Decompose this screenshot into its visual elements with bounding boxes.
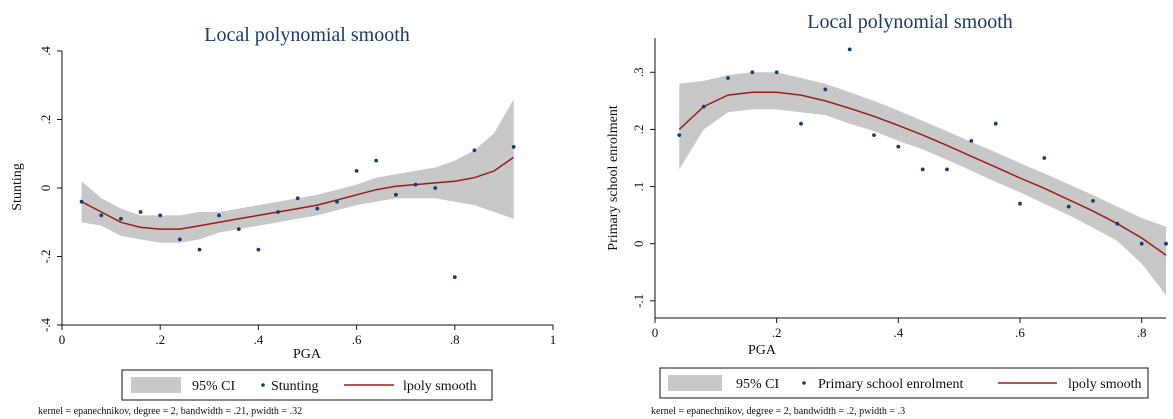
data-point <box>119 216 123 221</box>
x-tick-label: .8 <box>1137 325 1147 340</box>
data-point <box>945 167 949 172</box>
data-point <box>99 213 104 218</box>
x-tick-label: .4 <box>893 325 903 340</box>
data-point <box>315 206 320 211</box>
x-tick-label: .6 <box>352 332 362 347</box>
data-point <box>799 121 803 126</box>
data-point <box>256 247 261 252</box>
data-point <box>726 76 730 80</box>
chart-enrolment: Local polynomial smooth 0 .2 .4 .6 .8 -.1 0 .1.… <box>606 11 1168 417</box>
plot-area: 0 .2 .4 .6 .8 -.1 0 .1 .2 .3 <box>631 38 1168 340</box>
legend-label-points: Stunting <box>271 379 318 394</box>
y-axis-label: Primary school enrolment <box>606 105 621 251</box>
data-point <box>452 275 457 279</box>
data-point <box>1018 201 1022 206</box>
y-tick-label: .3 <box>631 67 646 77</box>
y-tick-label: .2 <box>38 115 53 125</box>
x-tick-label: 1 <box>550 332 557 347</box>
data-point <box>1139 241 1144 246</box>
data-point <box>79 199 84 204</box>
data-point <box>872 133 876 138</box>
ci-band <box>81 99 514 243</box>
data-point <box>969 139 974 143</box>
data-point <box>276 210 280 214</box>
data-point <box>374 158 379 163</box>
legend-box <box>121 369 493 401</box>
data-point <box>701 104 706 109</box>
x-tick-label: .2 <box>772 325 782 340</box>
data-point <box>394 192 398 197</box>
data-point <box>158 213 163 218</box>
plot-area: 0 .2 .4 .6 .8 1 -.4 -.2 0 .2 .4 <box>38 46 556 347</box>
data-point <box>1066 204 1071 209</box>
x-tick-label: .4 <box>254 332 264 347</box>
data-point <box>335 199 339 204</box>
legend-swatch-ci <box>131 377 181 393</box>
x-axis-label: PGA <box>293 347 322 362</box>
data-point <box>138 210 143 214</box>
y-tick-label: .1 <box>631 182 646 192</box>
data-point <box>1091 199 1095 203</box>
data-point <box>750 70 755 75</box>
data-point <box>774 70 779 75</box>
legend-box <box>659 367 1149 399</box>
chart-title: Local polynomial smooth <box>204 24 410 46</box>
x-tick-label: .8 <box>450 332 460 347</box>
legend-label-ci: 95% CI <box>192 379 236 394</box>
x-axis-label: PGA <box>748 343 777 358</box>
x-tick-label: .2 <box>155 332 165 347</box>
kernel-note: kernel = epanechnikov, degree = 2, bandw… <box>651 406 905 417</box>
y-tick-label: -.2 <box>38 249 53 263</box>
data-point <box>1115 221 1120 226</box>
data-point <box>1164 241 1168 246</box>
y-tick-label: .2 <box>631 125 646 135</box>
data-point <box>920 167 925 172</box>
x-tick-label: 0 <box>652 325 659 340</box>
data-point <box>993 121 998 126</box>
x-tick-label: 0 <box>59 332 66 347</box>
y-tick-label: .4 <box>38 46 53 56</box>
lpoly-smooth-line <box>678 91 1167 256</box>
data-point <box>511 145 516 149</box>
data-point <box>433 186 438 190</box>
legend-swatch-ci <box>668 375 722 391</box>
data-point <box>295 196 300 201</box>
data-point <box>847 47 852 52</box>
y-axis-label: Stunting <box>10 163 25 210</box>
chart-title: Local polynomial smooth <box>807 11 1013 33</box>
y-tick-label: -.1 <box>631 294 646 308</box>
ci-band <box>679 72 1166 296</box>
legend-label-line: lpoly smooth <box>403 379 477 394</box>
legend-label-points: Primary school enrolment <box>818 377 964 392</box>
legend-swatch-points <box>802 381 806 385</box>
data-point <box>236 227 241 232</box>
data-point <box>197 247 202 252</box>
data-point <box>472 148 477 153</box>
data-point <box>823 87 828 92</box>
x-tick-label: .6 <box>1015 325 1025 340</box>
y-tick-label: -.4 <box>38 317 53 332</box>
kernel-note: kernel = epanechnikov, degree = 2, bandw… <box>38 406 302 417</box>
legend: 95% CI Primary school enrolment lpoly sm… <box>659 367 1149 399</box>
legend-label-line: lpoly smooth <box>1068 377 1142 392</box>
data-point <box>677 133 682 138</box>
lpoly-smooth-line <box>81 156 515 230</box>
data-point <box>413 182 418 187</box>
data-point <box>217 213 222 218</box>
legend-label-ci: 95% CI <box>736 377 780 392</box>
y-tick-label: 0 <box>631 240 646 247</box>
legend-swatch-points <box>261 383 265 387</box>
data-point <box>177 237 182 242</box>
data-point <box>1042 156 1047 160</box>
legend: 95% CI Stunting lpoly smooth <box>121 369 493 401</box>
data-point <box>896 144 901 149</box>
data-point <box>354 169 359 173</box>
chart-stunting: Local polynomial smooth 0 .2 .4 .6 .8 1 -.4 -.2… <box>10 24 556 417</box>
y-tick-label: 0 <box>38 185 53 192</box>
